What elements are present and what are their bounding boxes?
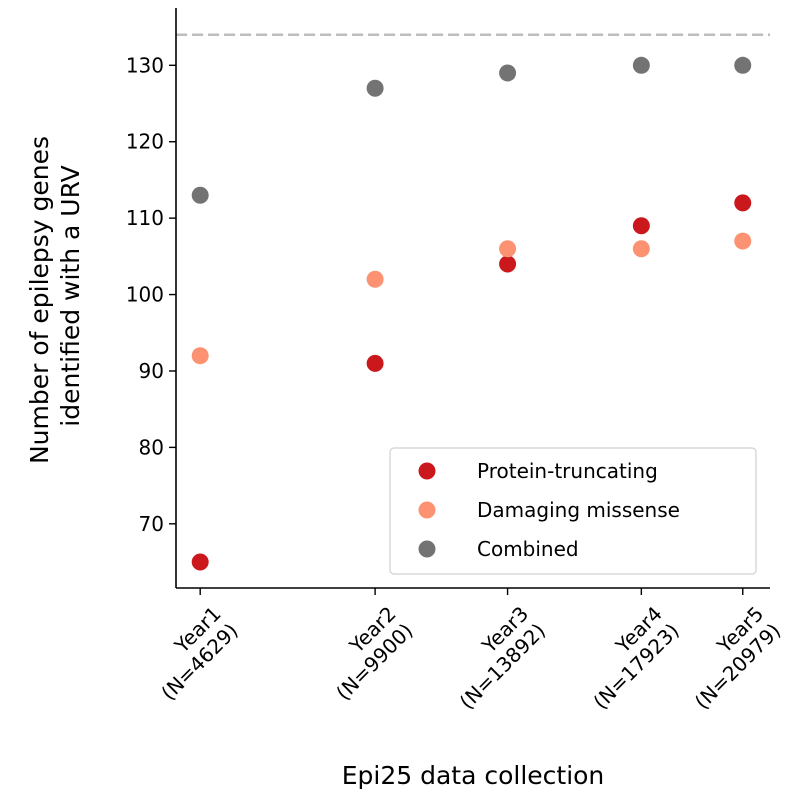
y-tick-label: 130 bbox=[126, 53, 164, 77]
legend-marker-combined bbox=[418, 540, 436, 558]
x-tick-label: Year2(N=9900) bbox=[314, 602, 417, 705]
legend-marker-protein-truncating bbox=[418, 462, 436, 480]
x-tick-label: Year4(N=17923) bbox=[571, 602, 683, 714]
y-tick-label: 80 bbox=[139, 435, 164, 459]
y-tick-label: 90 bbox=[139, 359, 164, 383]
point-combined bbox=[499, 64, 517, 82]
x-tick-label: Year3(N=13892) bbox=[438, 602, 550, 714]
point-combined bbox=[632, 56, 650, 74]
point-protein-truncating bbox=[366, 354, 384, 372]
point-protein-truncating bbox=[632, 217, 650, 235]
x-tick-label: Year1(N=4629) bbox=[139, 602, 242, 705]
y-axis-label: Number of epilepsy genes identified with… bbox=[25, 128, 85, 464]
legend-box bbox=[389, 447, 757, 575]
legend-label-protein-truncating: Protein-truncating bbox=[477, 459, 658, 483]
point-combined bbox=[191, 186, 209, 204]
legend-label-damaging-missense: Damaging missense bbox=[477, 498, 680, 522]
point-damaging-missense bbox=[734, 232, 752, 250]
point-combined bbox=[734, 56, 752, 74]
y-tick-label: 120 bbox=[126, 130, 164, 154]
y-axis-label-line-1: Number of epilepsy genes bbox=[25, 136, 54, 464]
point-protein-truncating bbox=[734, 194, 752, 212]
point-protein-truncating bbox=[499, 255, 517, 273]
y-tick-label: 100 bbox=[126, 283, 164, 307]
y-tick-label: 110 bbox=[126, 206, 164, 230]
point-protein-truncating bbox=[191, 553, 209, 571]
point-combined bbox=[366, 79, 384, 97]
x-axis-label: Epi25 data collection bbox=[342, 761, 605, 790]
point-damaging-missense bbox=[632, 240, 650, 258]
legend-marker-damaging-missense bbox=[418, 501, 436, 519]
legend-label-combined: Combined bbox=[477, 537, 579, 561]
x-tick-label: Year5(N=20979) bbox=[673, 602, 785, 714]
point-damaging-missense bbox=[366, 270, 384, 288]
point-damaging-missense bbox=[191, 347, 209, 365]
legend: Protein-truncating Damaging missense Combi… bbox=[389, 447, 757, 575]
point-damaging-missense bbox=[499, 240, 517, 258]
y-tick-label: 70 bbox=[139, 512, 164, 536]
y-axis-label-line-2: identified with a URV bbox=[56, 165, 85, 426]
